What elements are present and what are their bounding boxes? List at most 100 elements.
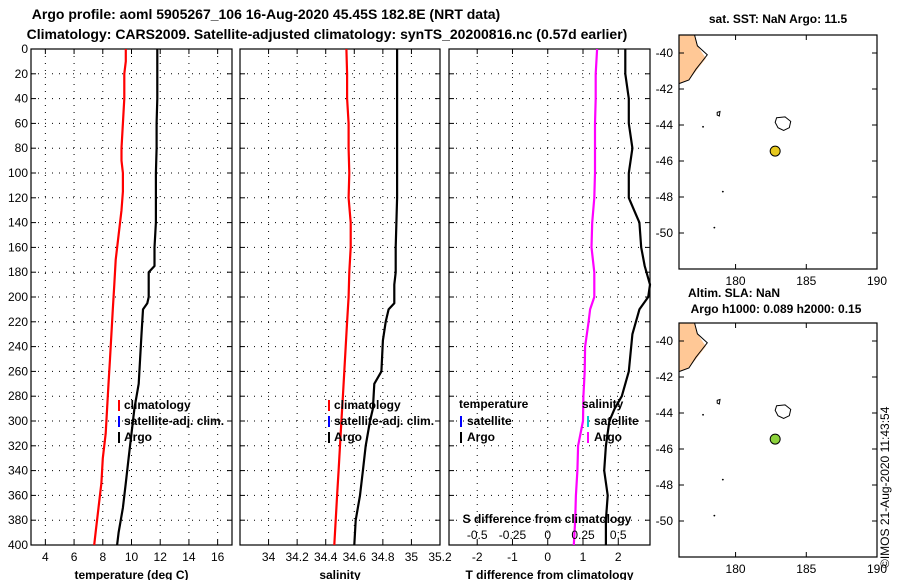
y-tick-label: -50 xyxy=(656,514,674,528)
x-tick-label: 12 xyxy=(154,550,168,564)
land-area xyxy=(679,35,706,84)
legend-swatch xyxy=(328,400,330,411)
y-tick-label: 400 xyxy=(8,538,28,552)
y-tick-label: -48 xyxy=(656,478,674,492)
y-tick-label: 380 xyxy=(8,513,28,527)
map-sst-title: sat. SST: NaN Argo: 11.5 xyxy=(709,12,848,26)
y-tick-label: 220 xyxy=(8,315,28,329)
map-sst: -40 -42 -44 -46 -48 -50 180 185 190 xyxy=(656,34,887,288)
legend-swatch xyxy=(118,400,120,411)
s-axis-tick-label: -0.5 xyxy=(467,528,488,542)
x-tick-label: 185 xyxy=(796,274,816,288)
x-tick-label: 8 xyxy=(99,550,106,564)
y-tick-label: 80 xyxy=(15,141,29,155)
island-chatham xyxy=(774,116,792,131)
x-tick-label: 35.2 xyxy=(428,550,452,564)
s-axis-tick-label: 0.25 xyxy=(571,528,595,542)
series-climatology xyxy=(93,49,127,546)
y-tick-label: 120 xyxy=(8,191,28,205)
panel-frame xyxy=(239,48,441,546)
series-salinity-argo xyxy=(572,48,599,546)
imos-watermark: ©IMOS 21-Aug-2020 11:43:54 xyxy=(878,406,892,568)
y-tick-label: 160 xyxy=(8,240,28,254)
y-tick-label: 40 xyxy=(15,92,29,106)
coastline xyxy=(678,322,708,373)
island-dot xyxy=(713,514,716,517)
y-tick-label: 140 xyxy=(8,216,28,230)
x-tick-label: 34.6 xyxy=(343,550,367,564)
x-tick-label: 34.4 xyxy=(314,550,338,564)
legend-swatch xyxy=(460,416,462,427)
y-tick-label: -42 xyxy=(656,370,674,384)
island-bounty xyxy=(716,110,721,117)
legend-label: Argo xyxy=(594,430,622,444)
map-sla: -40 -42 -44 -46 -48 -50 180 185 190 xyxy=(656,322,887,576)
legend-header-temperature: temperature xyxy=(459,397,529,411)
island-dot xyxy=(721,478,724,481)
s-axis-tick-label: -0.25 xyxy=(499,528,527,542)
x-tick-label: 16 xyxy=(211,550,225,564)
y-tick-label: -44 xyxy=(656,118,674,132)
y-tick-label: 320 xyxy=(8,439,28,453)
coastline xyxy=(678,34,708,85)
panel-frame xyxy=(30,48,233,546)
x-tick-label: -1 xyxy=(507,550,518,564)
title-line-1: Argo profile: aoml 5905267_106 16-Aug-20… xyxy=(32,6,500,22)
y-tick-label: 280 xyxy=(8,389,28,403)
s-axis-tick-label: 0 xyxy=(544,528,551,542)
legend-swatch xyxy=(328,432,330,443)
x-axis-label: temperature (deg C) xyxy=(74,568,188,580)
x-tick-label: 35 xyxy=(405,550,419,564)
x-tick-label: -2 xyxy=(472,550,483,564)
title-line-2: Climatology: CARS2009. Satellite-adjuste… xyxy=(27,26,628,42)
legend-label: Argo xyxy=(467,430,495,444)
x-tick-label: 10 xyxy=(125,550,139,564)
map-frame xyxy=(678,34,878,270)
map-frame xyxy=(678,322,878,558)
map-sla-title-line-1: Altim. SLA: NaN xyxy=(688,286,780,300)
x-tick-label: 34 xyxy=(262,550,276,564)
series-argo xyxy=(116,49,159,546)
legend-swatch xyxy=(460,432,462,443)
legend-header-salinity: salinity xyxy=(582,397,624,411)
s-axis-tick-label: 0.5 xyxy=(610,528,627,542)
x-tick-label: 4 xyxy=(42,550,49,564)
x-tick-label: 14 xyxy=(182,550,196,564)
legend-label: Argo xyxy=(124,430,152,444)
series-argo xyxy=(353,49,399,546)
y-tick-label: 100 xyxy=(8,166,28,180)
series-climatology xyxy=(333,48,352,546)
legend-swatch xyxy=(118,432,120,443)
island-dot xyxy=(702,413,704,416)
y-tick-label: -46 xyxy=(656,442,674,456)
y-tick-label: -48 xyxy=(656,190,674,204)
y-tick-label: 340 xyxy=(8,464,28,478)
x-tick-label: 190 xyxy=(867,562,887,576)
island-dot xyxy=(713,226,716,229)
island-dot xyxy=(721,190,724,193)
x-axis-label: T difference from climatology xyxy=(465,568,633,580)
x-tick-label: 6 xyxy=(71,550,78,564)
y-tick-label: 360 xyxy=(8,488,28,502)
legend-label: climatology xyxy=(334,398,401,412)
s-axis-label: S difference from climatology xyxy=(463,512,632,526)
argo-position-marker xyxy=(769,145,781,157)
y-tick-label: -50 xyxy=(656,226,674,240)
panel-frame xyxy=(448,48,651,546)
x-tick-label: 180 xyxy=(726,562,746,576)
profile-panels: 0204060801001201401601802002202402602803… xyxy=(8,42,652,580)
island-bounty xyxy=(716,398,721,405)
x-tick-label: 0 xyxy=(544,550,551,564)
y-tick-label: -40 xyxy=(656,334,674,348)
legend-swatch xyxy=(118,416,120,427)
y-tick-label: -44 xyxy=(656,406,674,420)
x-tick-label: 2 xyxy=(615,550,622,564)
x-tick-label: 180 xyxy=(726,274,746,288)
y-tick-label: 180 xyxy=(8,265,28,279)
legend-label: satellite-adj. clim. xyxy=(124,414,224,428)
legend-swatch xyxy=(587,432,589,443)
y-tick-label: 300 xyxy=(8,414,28,428)
y-tick-label: 260 xyxy=(8,364,28,378)
